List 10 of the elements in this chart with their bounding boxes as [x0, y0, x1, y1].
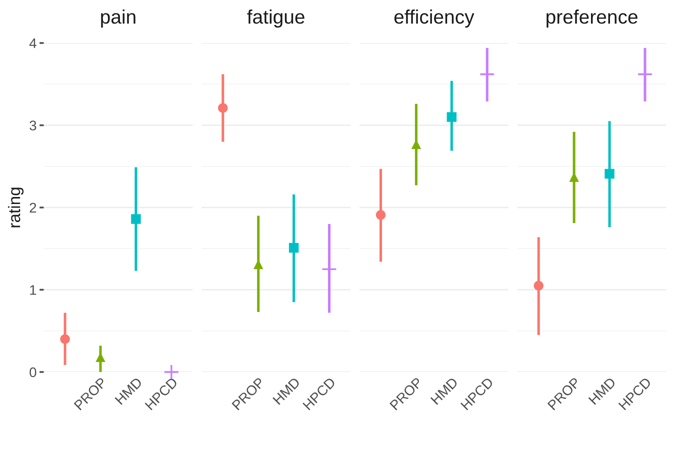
- y-tick-label: 2: [30, 202, 36, 213]
- chart-title: preference: [546, 9, 638, 28]
- chart-title: efficiency: [394, 9, 474, 28]
- y-tick-label: 1: [30, 285, 36, 295]
- y-axis-title: rating: [8, 188, 24, 228]
- chart-title: pain: [101, 9, 136, 28]
- y-tick-label: 3: [30, 120, 36, 130]
- y-tick-label: 0: [30, 367, 36, 378]
- y-tick-label: 4: [29, 38, 36, 48]
- chart-title: fatigue: [247, 9, 304, 28]
